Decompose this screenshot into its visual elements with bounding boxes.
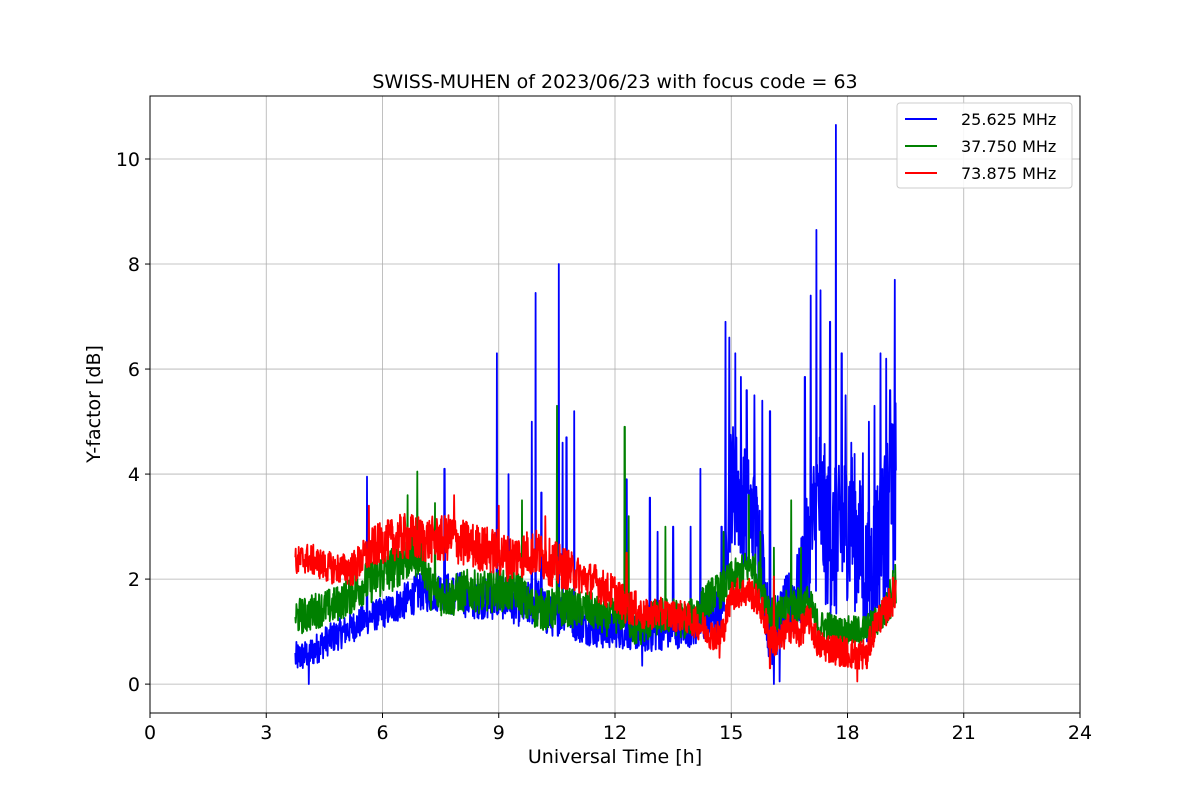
legend-label: 73.875 MHz [961,164,1056,183]
x-tick-label: 3 [260,722,272,744]
x-tick-label: 12 [603,722,627,744]
x-tick-label: 6 [376,722,388,744]
y-tick-label: 10 [116,149,140,171]
y-tick-label: 0 [128,674,140,696]
y-tick-label: 8 [128,254,140,276]
y-tick-label: 4 [128,464,140,486]
x-tick-label: 18 [835,722,859,744]
x-tick-label: 15 [719,722,743,744]
y-axis-label: Y-factor [dB] [83,345,105,464]
x-tick-label: 21 [952,722,976,744]
x-tick-label: 9 [493,722,505,744]
y-tick-label: 6 [128,359,140,381]
series-line-3 [294,494,897,683]
x-tick-label: 0 [144,722,156,744]
legend: 25.625 MHz 37.750 MHz 73.875 MHz [896,102,1073,189]
chart-title: SWISS-MUHEN of 2023/06/23 with focus cod… [372,71,857,93]
series-group [294,124,897,685]
legend-box [896,102,1073,189]
x-axis-label: Universal Time [h] [528,746,702,768]
legend-label: 25.625 MHz [961,110,1056,129]
x-tick-label: 24 [1068,722,1092,744]
y-tick-label: 2 [128,569,140,591]
legend-label: 37.750 MHz [961,137,1056,156]
